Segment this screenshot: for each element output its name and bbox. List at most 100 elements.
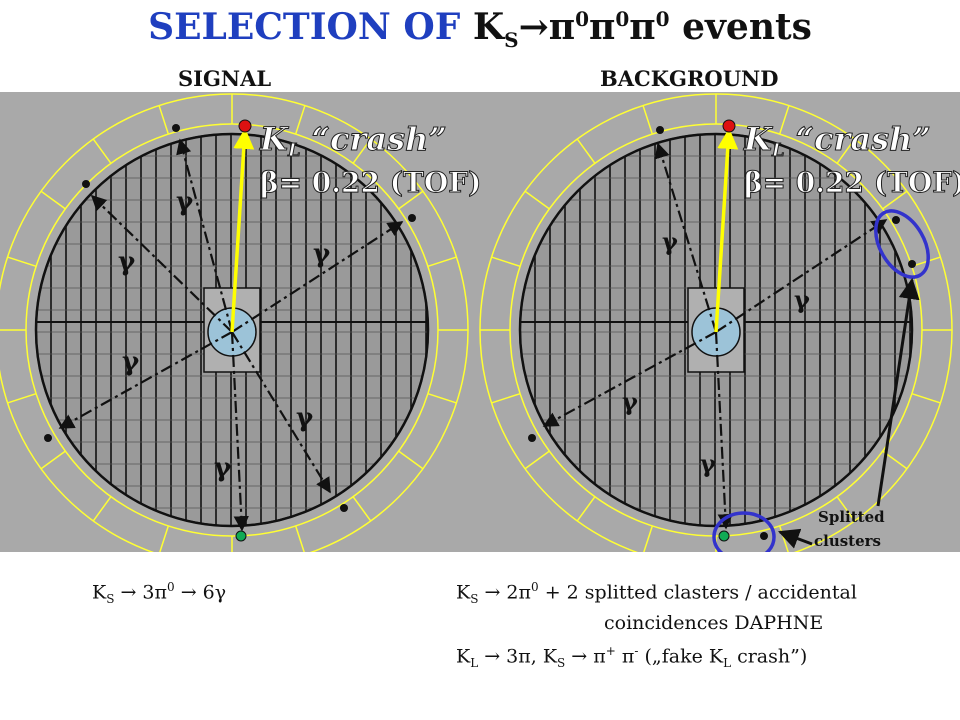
background-cluster-dot <box>908 260 916 268</box>
background-cluster-dot <box>656 126 664 134</box>
calorimeter-ring-segment <box>836 138 856 164</box>
background-kl-crash-k: K <box>743 120 773 158</box>
signal-green-cluster <box>235 530 247 542</box>
title-suffix: events <box>682 6 812 48</box>
signal-caption: KS → 3π0 → 6γ <box>92 580 226 606</box>
bg-caption-3e: („fake K <box>638 645 724 668</box>
background-cluster-dot <box>528 434 536 442</box>
background-cluster-dot <box>760 532 768 540</box>
calorimeter-ring-segment <box>159 525 170 552</box>
calorimeter-ring-segment <box>352 496 372 522</box>
background-label: BACKGROUND <box>600 66 779 91</box>
background-gamma-track-1 <box>654 142 718 333</box>
signal-gamma-label-2: γ <box>118 247 136 277</box>
bg-caption-1-sub: S <box>470 592 479 607</box>
signal-gamma-label-3: γ <box>313 239 331 269</box>
signal-caption-sup: 0 <box>167 580 175 594</box>
signal-detector: γ γ γ γ γ γ KL “crash” β= 0.22 (TOF) <box>0 93 482 552</box>
signal-cluster-dot <box>172 124 180 132</box>
background-gamma-label-1: γ <box>662 227 678 256</box>
calorimeter-ring-segment <box>92 496 112 522</box>
background-kl-crash-rest: “crash” <box>784 120 930 158</box>
signal-gamma-track-1 <box>176 138 234 333</box>
calorimeter-ring-segment <box>836 496 856 522</box>
calorimeter-ring-segment <box>398 450 424 470</box>
split-annotation-arrow-top <box>876 277 920 507</box>
split-cluster-highlight-top <box>874 209 930 279</box>
signal-kl-crash-rest: “crash” <box>300 120 446 158</box>
signal-label: SIGNAL <box>178 66 272 91</box>
detector-diagram: γ γ γ γ γ γ KL “crash” β= 0.22 (TOF) <box>0 93 960 552</box>
bg-caption-3-sub2: S <box>557 656 566 671</box>
calorimeter-ring-segment <box>911 392 941 404</box>
calorimeter-ring-segment <box>778 105 790 135</box>
signal-caption-k: K <box>92 581 107 604</box>
title-sup-1: 0 <box>575 7 589 31</box>
bg-caption-3c: → π <box>565 645 606 668</box>
signal-gamma-track-4 <box>58 331 233 429</box>
signal-cluster-dot <box>82 180 90 188</box>
signal-kl-crash-k: K <box>259 120 289 158</box>
calorimeter-ring-segment <box>524 190 550 210</box>
background-gamma-track-2 <box>715 219 888 333</box>
signal-caption-end: → 6γ <box>174 581 227 604</box>
calorimeter-ring-segment <box>398 190 424 210</box>
bg-caption-1c: + 2 splitted clasters / accidental <box>538 581 857 604</box>
bg-caption-3-sub1: L <box>470 656 479 671</box>
bg-caption-3f: crash”) <box>731 645 808 668</box>
calorimeter-ring-segment <box>576 138 596 164</box>
background-kl-crash-sub: L <box>771 140 785 161</box>
title-k: K <box>472 6 505 48</box>
title-arrow-pi: →π <box>518 6 576 48</box>
split-annotation-line1: Splitted <box>818 508 885 526</box>
calorimeter-ring-segment <box>158 105 170 135</box>
calorimeter-ring-segment <box>294 525 305 552</box>
background-kl-arrow <box>714 127 739 333</box>
background-cluster-dot <box>892 216 900 224</box>
calorimeter-ring-segment <box>642 105 654 135</box>
background-gamma-label-2: γ <box>794 285 810 314</box>
signal-calorimeter-ring <box>0 93 469 552</box>
signal-barrel-outline <box>34 132 430 528</box>
title-pi-3: π <box>629 6 656 48</box>
background-caption-line2: coincidences DAPHNE <box>604 612 824 634</box>
signal-cluster-dot <box>408 214 416 222</box>
bg-caption-3b: → 3π, K <box>478 645 558 668</box>
signal-gamma-label-5: γ <box>296 403 314 433</box>
bg-caption-3-sub3: L <box>723 656 732 671</box>
calorimeter-ring-segment <box>778 525 789 552</box>
signal-gamma-track-3 <box>231 221 404 333</box>
background-green-cluster <box>718 530 730 542</box>
background-caption-line1: KS → 2π0 + 2 splitted clasters / acciden… <box>456 580 857 606</box>
background-kl-crash-text: KL “crash” <box>743 120 931 161</box>
bg-caption-3a: K <box>456 645 471 668</box>
calorimeter-ring-segment <box>427 256 457 268</box>
background-calorimeter-ring <box>479 93 953 552</box>
signal-beta-tof-text: β= 0.22 (TOF) <box>260 166 481 199</box>
background-gamma-label-3: γ <box>622 387 638 416</box>
background-detector: γ γ γ γ Splitted clusters KL “crash” β= … <box>479 93 960 552</box>
signal-gamma-label-4: γ <box>122 347 140 377</box>
calorimeter-ring-segment <box>524 450 550 470</box>
bg-caption-3-sup1: + <box>605 644 616 658</box>
bg-caption-3d: π <box>615 645 635 668</box>
calorimeter-ring-segment <box>40 190 66 210</box>
signal-gamma-track-5 <box>231 331 331 494</box>
bg-caption-1-sup: 0 <box>531 580 539 594</box>
calorimeter-ring-segment <box>643 525 654 552</box>
title-pi-2: π <box>589 6 616 48</box>
split-annotation-line2: clusters <box>814 532 881 550</box>
signal-kl-arrow <box>230 127 255 333</box>
title-k-sub: S <box>504 28 519 53</box>
background-gamma-track-3 <box>542 331 717 427</box>
calorimeter-ring-segment <box>352 138 372 164</box>
calorimeter-ring-segment <box>294 105 306 135</box>
signal-gamma-label-1: γ <box>176 187 194 217</box>
signal-caption-rest: → 3π <box>114 581 168 604</box>
calorimeter-ring-segment <box>92 138 112 164</box>
signal-caption-sub: S <box>106 592 115 607</box>
background-kl-red-cluster <box>722 119 736 133</box>
background-caption-line3: KL → 3π, KS → π+ π- („fake KL crash”) <box>456 644 807 670</box>
calorimeter-ring-segment <box>40 450 66 470</box>
background-gamma-label-4: γ <box>700 449 716 478</box>
